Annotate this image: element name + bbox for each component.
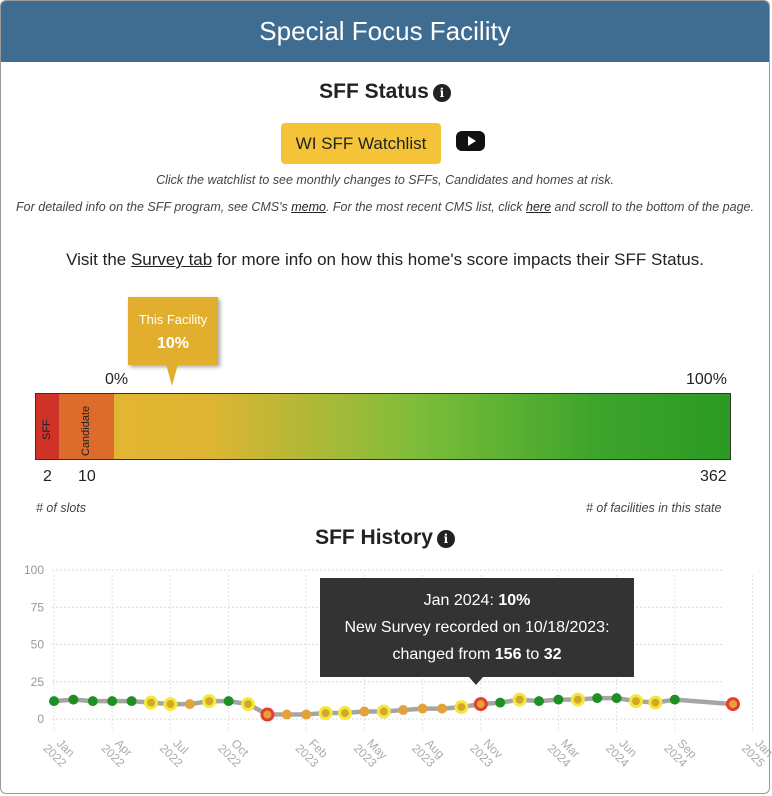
history-point[interactable]	[512, 692, 527, 707]
detail-text-3: and scroll to the bottom of the page.	[551, 200, 754, 214]
info-icon[interactable]: i	[436, 530, 455, 548]
history-point[interactable]	[318, 706, 333, 721]
visit-text-2: for more info on how this home's score i…	[212, 250, 704, 269]
history-point[interactable]	[184, 699, 195, 710]
gauge-max-label: 100%	[686, 371, 727, 388]
history-point[interactable]	[648, 695, 663, 710]
sff-gauge-bar: SFF Candidate	[35, 393, 731, 460]
gauge-sff-segment	[36, 394, 59, 459]
y-tick-label: 50	[31, 638, 45, 652]
sff-status-heading: SFF Status i	[0, 80, 770, 104]
history-point[interactable]	[417, 703, 428, 714]
history-point[interactable]	[202, 694, 217, 709]
slot-sff-count: 2	[43, 468, 52, 485]
history-point[interactable]	[611, 693, 622, 704]
history-point[interactable]	[553, 694, 564, 705]
history-tooltip: Jan 2024: 10% New Survey recorded on 10/…	[320, 578, 634, 677]
memo-link[interactable]: memo	[291, 200, 326, 214]
tooltip-line-2: New Survey recorded on 10/18/2023:	[344, 619, 610, 636]
slot-candidate-count: 10	[78, 468, 96, 485]
tooltip-value: 10%	[498, 592, 531, 609]
facility-tooltip: This Facility 10%	[128, 297, 218, 365]
history-point[interactable]	[223, 696, 234, 707]
history-point[interactable]	[107, 696, 118, 707]
history-point[interactable]	[49, 696, 59, 707]
tooltip-date: Jan 2024:	[423, 592, 499, 609]
history-point[interactable]	[669, 694, 680, 705]
slots-caption: # of slots	[36, 501, 87, 515]
history-point[interactable]	[398, 705, 409, 716]
facility-total-count: 362	[700, 468, 727, 485]
history-point[interactable]	[241, 697, 255, 712]
history-point[interactable]	[473, 697, 488, 712]
watchlist-button[interactable]: WI SFF Watchlist	[281, 123, 441, 164]
tooltip-line-3: changed from 156 to 32	[320, 641, 634, 668]
history-point[interactable]	[570, 692, 585, 707]
sff-history-title: SFF History	[315, 526, 433, 549]
here-link[interactable]: here	[526, 200, 552, 214]
history-point[interactable]	[281, 709, 292, 720]
history-tooltip-pointer	[469, 677, 483, 685]
detail-info: For detailed info on the SFF program, se…	[0, 200, 770, 214]
tooltip-change-from: 156	[494, 646, 522, 663]
history-point[interactable]	[126, 696, 137, 707]
youtube-icon[interactable]	[456, 131, 485, 151]
y-tick-label: 0	[37, 712, 44, 726]
detail-text-1: For detailed info on the SFF program, se…	[16, 200, 292, 214]
history-point[interactable]	[301, 709, 312, 720]
visit-text-1: Visit the	[66, 250, 131, 269]
tooltip-line-1: Jan 2024: 10%	[320, 587, 634, 614]
survey-tab-link[interactable]: Survey tab	[130, 250, 213, 269]
panel-header: Special Focus Facility	[1, 1, 769, 62]
gauge-candidate-segment	[59, 394, 114, 459]
sff-status-title: SFF Status	[319, 80, 429, 103]
history-point[interactable]	[454, 700, 469, 715]
y-tick-label: 75	[31, 600, 45, 614]
info-icon[interactable]: i	[432, 84, 451, 102]
history-point[interactable]	[163, 697, 178, 712]
history-point[interactable]	[359, 706, 370, 717]
detail-text-2: . For the most recent CMS list, click	[325, 200, 527, 214]
tooltip-change-to: 32	[543, 646, 562, 663]
history-point[interactable]	[144, 695, 158, 710]
history-point[interactable]	[629, 694, 643, 709]
history-point[interactable]	[534, 696, 544, 707]
facility-tooltip-label: This Facility	[138, 312, 208, 327]
y-tick-label: 25	[31, 675, 45, 689]
gauge-min-label: 0%	[105, 371, 129, 388]
panel-title: Special Focus Facility	[259, 16, 511, 46]
history-series-line	[53, 695, 734, 717]
history-point[interactable]	[68, 694, 79, 705]
history-point[interactable]	[592, 693, 603, 704]
watchlist-hint: Click the watchlist to see monthly chang…	[156, 173, 614, 187]
history-point[interactable]	[338, 706, 352, 721]
visit-survey-text: Visit the Survey tab for more info on ho…	[0, 250, 770, 270]
history-point[interactable]	[260, 707, 275, 722]
facility-tooltip-pointer	[166, 364, 178, 386]
facilities-caption: # of facilities in this state	[586, 501, 722, 515]
history-point[interactable]	[495, 697, 506, 708]
tooltip-change-mid: to	[521, 646, 544, 663]
history-point[interactable]	[726, 697, 740, 712]
sff-history-heading: SFF History i	[0, 526, 770, 550]
history-point[interactable]	[376, 704, 391, 719]
history-point[interactable]	[437, 703, 447, 714]
history-point[interactable]	[87, 696, 98, 707]
y-tick-label: 100	[24, 563, 44, 577]
tooltip-change-pre: changed from	[392, 646, 495, 663]
facility-tooltip-value: 10%	[156, 335, 190, 352]
